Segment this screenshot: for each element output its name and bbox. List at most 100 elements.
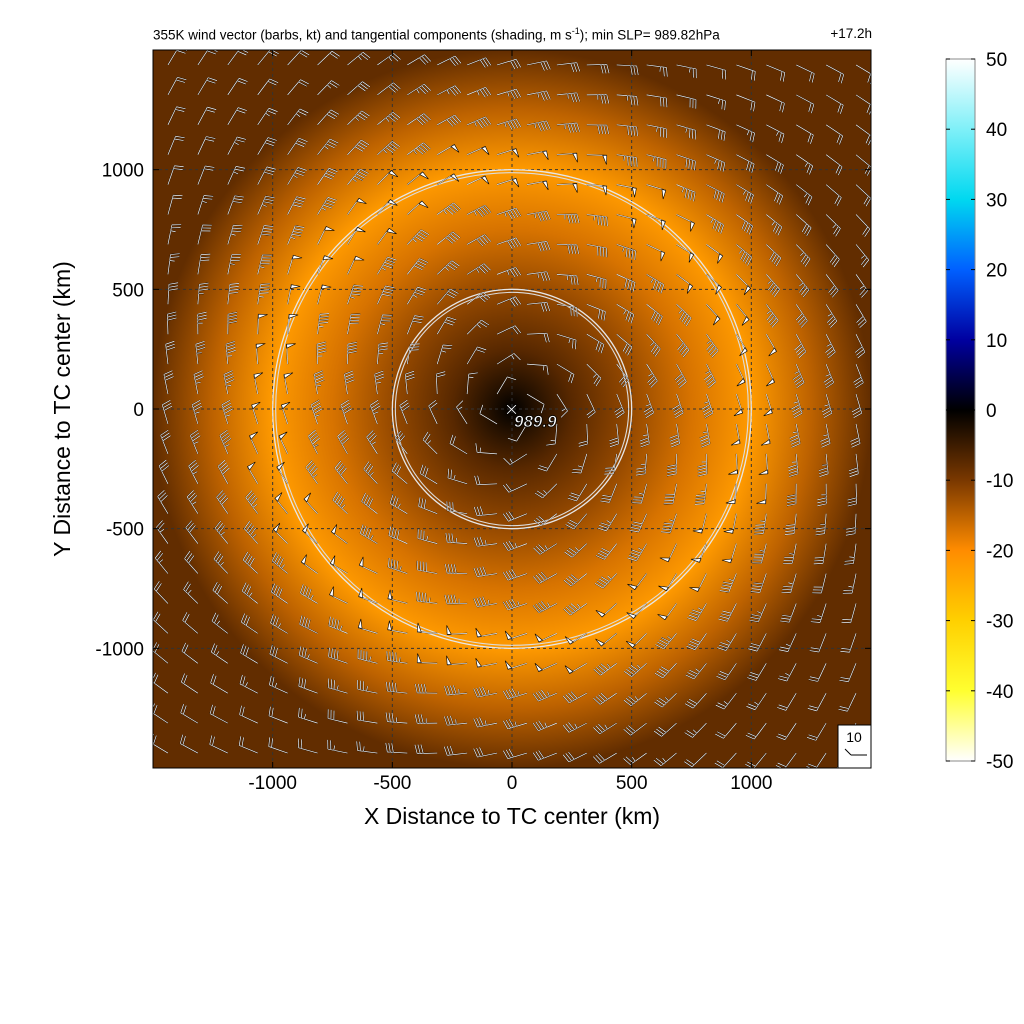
wind-barb — [356, 741, 378, 754]
wind-barb — [316, 341, 327, 365]
wind-barb — [249, 431, 259, 455]
wind-barb — [593, 692, 618, 705]
wind-barb — [436, 114, 462, 127]
wind-barb — [783, 543, 797, 565]
wind-barb — [735, 303, 750, 326]
wind-barb — [666, 453, 678, 477]
wind-barb — [736, 64, 756, 81]
wind-barb — [193, 370, 204, 395]
wind-barb — [840, 633, 857, 653]
wind-barb — [340, 399, 353, 425]
wind-barb — [310, 399, 323, 425]
wind-barb — [623, 662, 648, 678]
wind-barb — [706, 184, 725, 203]
wind-barb — [810, 603, 827, 624]
wind-barb — [721, 543, 737, 564]
wind-barb — [526, 210, 551, 222]
wind-barb — [287, 254, 303, 275]
wind-barb — [556, 273, 579, 286]
wind-barb — [475, 443, 498, 455]
wind-barb — [435, 371, 446, 395]
wind-barb — [847, 483, 858, 507]
colorbar-tick-label: 20 — [986, 261, 1007, 282]
wind-barb — [391, 462, 408, 485]
wind-barb — [167, 282, 179, 305]
wind-barb — [414, 744, 438, 755]
wind-barb — [346, 341, 358, 365]
wind-barb — [562, 691, 588, 704]
wind-barb — [532, 689, 558, 702]
wind-barb — [687, 603, 707, 622]
wind-barb — [646, 94, 668, 108]
range-circle-inner — [275, 172, 749, 646]
wind-barb — [646, 273, 665, 294]
x-axis: -1000 -500 0 500 1000 — [248, 50, 772, 794]
wind-barb — [496, 207, 522, 220]
wind-barb — [526, 90, 551, 101]
wind-barb — [406, 83, 432, 96]
wind-barb — [227, 77, 248, 96]
wind-barb — [556, 183, 578, 193]
wind-barb — [297, 707, 318, 724]
tc-center: ×989.9 — [504, 399, 558, 432]
wind-barb — [564, 632, 588, 645]
wind-barb — [655, 632, 678, 650]
wind-barb — [466, 146, 490, 156]
wind-barb — [616, 124, 639, 137]
x-axis-label: X Distance to TC center (km) — [364, 803, 660, 829]
wind-barb — [839, 663, 857, 683]
wind-barb — [623, 692, 648, 707]
wind-barb — [223, 370, 235, 395]
wind-barb — [627, 543, 648, 562]
wind-barb — [592, 722, 618, 735]
wind-barb — [406, 229, 430, 245]
wind-barb — [686, 633, 707, 651]
wind-barb — [445, 532, 468, 545]
wind-barb — [376, 111, 401, 126]
wind-barb — [436, 144, 460, 156]
wind-barb — [316, 255, 334, 275]
wind-barb — [795, 94, 815, 114]
wind-barb — [473, 686, 498, 698]
wind-barb — [247, 461, 259, 485]
wind-barb — [327, 709, 348, 724]
wind-barb — [684, 722, 707, 739]
wind-barbs — [153, 50, 871, 768]
wind-barb — [329, 586, 348, 604]
wind-barb — [307, 429, 321, 455]
wind-barb — [496, 296, 522, 307]
wind-barb — [466, 204, 492, 218]
wind-barb — [855, 94, 871, 115]
wind-barb — [676, 214, 695, 232]
wind-barb — [299, 584, 318, 604]
wind-barb — [346, 197, 367, 215]
wind-barb — [848, 453, 859, 478]
wind-barb — [504, 630, 528, 641]
wind-barb — [616, 363, 630, 388]
wind-barb — [697, 453, 708, 477]
wind-barb — [752, 543, 767, 564]
wind-barb — [609, 423, 620, 448]
wind-barb — [715, 692, 737, 710]
wind-barb — [845, 513, 857, 536]
wind-barb — [756, 483, 767, 505]
wind-barb — [758, 453, 769, 475]
wind-barb — [316, 312, 330, 335]
wind-barb — [689, 573, 707, 592]
wind-barb — [594, 573, 618, 589]
range-circle-outer — [272, 169, 752, 649]
wind-barb — [653, 722, 677, 737]
wind-barb — [556, 303, 578, 317]
wind-barb — [330, 524, 348, 545]
wind-barb — [766, 124, 785, 144]
wind-barb — [257, 136, 277, 156]
wind-barb — [317, 109, 340, 126]
wind-barb — [699, 423, 711, 448]
wind-barb — [443, 745, 468, 756]
wind-barb — [377, 52, 401, 66]
wind-barb — [600, 483, 618, 504]
wind-barb — [496, 148, 520, 158]
wind-barb — [736, 94, 756, 112]
wind-barb — [257, 78, 279, 96]
